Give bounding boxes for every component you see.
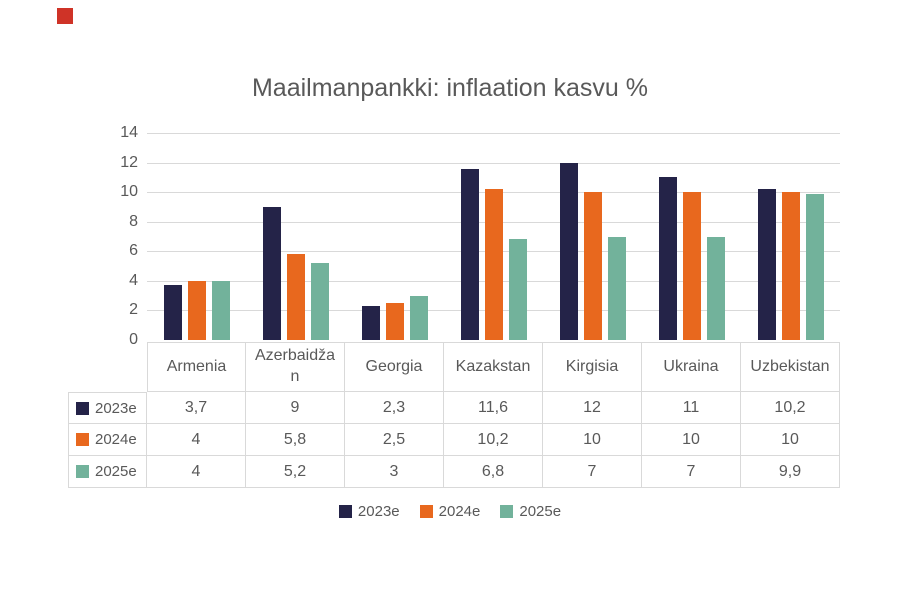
table-header-Uzbekistan: Uzbekistan bbox=[741, 342, 840, 392]
legend-item-2024e: 2024e bbox=[419, 503, 480, 520]
bar-2025e-Georgia bbox=[409, 295, 428, 340]
gridline-y-12 bbox=[147, 162, 840, 164]
series-swatch-icon bbox=[76, 433, 89, 446]
bar-2024e-Georgia bbox=[385, 303, 404, 340]
y-axis-tick-14: 14 bbox=[120, 124, 138, 141]
bar-group-Ukraina bbox=[642, 133, 741, 340]
table-value-2025e-Georgia: 3 bbox=[345, 456, 444, 488]
table-value-2023e-Azerbaidžan: 9 bbox=[246, 392, 345, 424]
bar-2024e-Kirgisia bbox=[583, 192, 602, 340]
y-axis-tick-12: 12 bbox=[120, 153, 138, 171]
bar-2024e-Armenia bbox=[187, 280, 206, 340]
table-value-2025e-Kazakstan: 6,8 bbox=[444, 456, 543, 488]
bar-2025e-Kazakstan bbox=[508, 239, 527, 340]
table-value-2024e-Azerbaidžan: 5,8 bbox=[246, 424, 345, 456]
y-axis-tick-4: 4 bbox=[129, 271, 138, 289]
bar-2025e-Armenia bbox=[211, 280, 230, 340]
table-value-2024e-Kazakstan: 10,2 bbox=[444, 424, 543, 456]
legend-item-2025e: 2025e bbox=[500, 503, 561, 520]
legend-swatch-icon bbox=[338, 505, 352, 518]
bar-group-Kirgisia bbox=[543, 133, 642, 340]
bar-group-Georgia bbox=[345, 133, 444, 340]
red-square-marker bbox=[57, 8, 73, 24]
table-value-2025e-Uzbekistan: 9,9 bbox=[741, 456, 840, 488]
legend: 2023e 2024e 2025e bbox=[0, 503, 900, 520]
bar-2023e-Armenia bbox=[163, 285, 182, 340]
table-header-Azerbaidžan: Azerbaidžan bbox=[246, 342, 345, 392]
bar-2024e-Kazakstan bbox=[484, 189, 503, 340]
y-axis-tick-6: 6 bbox=[129, 242, 138, 260]
table-header-Armenia: Armenia bbox=[147, 342, 246, 392]
bar-2024e-Ukraina bbox=[682, 192, 701, 340]
legend-swatch-icon bbox=[500, 505, 514, 518]
bar-group-Armenia bbox=[147, 133, 246, 340]
table-header-Ukraina: Ukraina bbox=[642, 342, 741, 392]
table-value-2023e-Armenia: 3,7 bbox=[147, 392, 246, 424]
table-value-2024e-Uzbekistan: 10 bbox=[741, 424, 840, 456]
table-value-2025e-Azerbaidžan: 5,2 bbox=[246, 456, 345, 488]
table-value-2023e-Ukraina: 11 bbox=[642, 392, 741, 424]
bar-2025e-Azerbaidžan bbox=[310, 263, 329, 340]
table-value-2024e-Georgia: 2,5 bbox=[345, 424, 444, 456]
bar-2024e-Azerbaidžan bbox=[286, 254, 305, 340]
table-value-2025e-Ukraina: 7 bbox=[642, 456, 741, 488]
bar-2025e-Uzbekistan bbox=[805, 193, 824, 340]
y-axis-tick-2: 2 bbox=[129, 301, 138, 319]
data-table: Armenia Azerbaidžan Georgia Kazakstan Kirgis… bbox=[68, 342, 840, 488]
y-axis-tick-0: 0 bbox=[129, 331, 138, 348]
table-value-2023e-Kirgisia: 12 bbox=[543, 392, 642, 424]
bar-2023e-Kirgisia bbox=[559, 162, 578, 340]
bar-2023e-Azerbaidžan bbox=[262, 206, 281, 340]
table-value-2023e-Kazakstan: 11,6 bbox=[444, 392, 543, 424]
bar-2023e-Uzbekistan bbox=[757, 189, 776, 340]
bar-series-container bbox=[147, 133, 840, 340]
table-header-Kirgisia: Kirgisia bbox=[543, 342, 642, 392]
chart-title: Maailmanpankki: inflaation kasvu % bbox=[251, 74, 649, 102]
table-value-2025e-Armenia: 4 bbox=[147, 456, 246, 488]
table-series-label-2023e: 2023e bbox=[68, 392, 147, 424]
bar-group-Azerbaidžan bbox=[246, 133, 345, 340]
series-swatch-icon bbox=[76, 465, 89, 478]
y-axis-tick-10: 10 bbox=[120, 183, 138, 201]
table-series-label-2025e: 2025e bbox=[68, 456, 147, 488]
bar-2024e-Uzbekistan bbox=[781, 192, 800, 340]
bar-2025e-Ukraina bbox=[706, 236, 725, 340]
table-header-Georgia: Georgia bbox=[345, 342, 444, 392]
table-value-2024e-Ukraina: 10 bbox=[642, 424, 741, 456]
table-value-2024e-Armenia: 4 bbox=[147, 424, 246, 456]
table-value-2023e-Georgia: 2,3 bbox=[345, 392, 444, 424]
table-value-2023e-Uzbekistan: 10,2 bbox=[741, 392, 840, 424]
bar-2025e-Kirgisia bbox=[607, 236, 626, 340]
table-series-label-2024e: 2024e bbox=[68, 424, 147, 456]
legend-item-2023e: 2023e bbox=[338, 503, 400, 520]
legend-swatch-icon bbox=[419, 505, 433, 518]
table-value-2025e-Kirgisia: 7 bbox=[543, 456, 642, 488]
bar-2023e-Ukraina bbox=[658, 177, 677, 340]
y-axis-tick-8: 8 bbox=[129, 212, 138, 230]
bar-group-Uzbekistan bbox=[741, 133, 840, 340]
table-value-2024e-Kirgisia: 10 bbox=[543, 424, 642, 456]
bar-group-Kazakstan bbox=[444, 133, 543, 340]
bar-2023e-Georgia bbox=[361, 306, 380, 340]
bar-2023e-Kazakstan bbox=[460, 168, 479, 340]
series-swatch-icon bbox=[76, 401, 89, 415]
gridline-y-14 bbox=[147, 133, 840, 134]
table-header-Kazakstan: Kazakstan bbox=[444, 342, 543, 392]
